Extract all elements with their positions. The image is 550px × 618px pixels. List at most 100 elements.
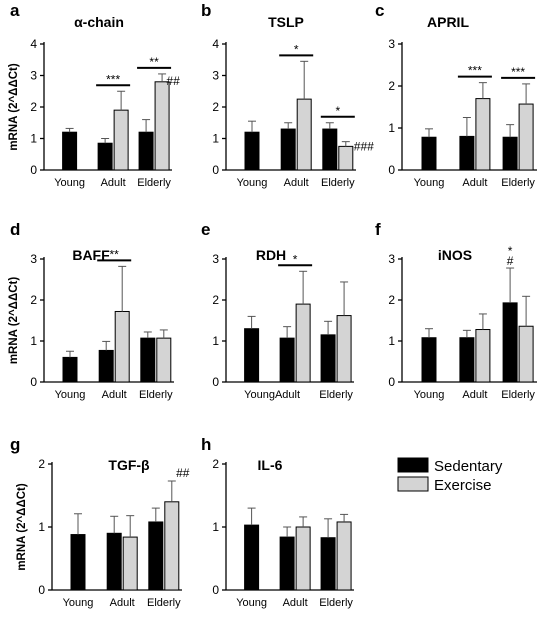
panel-letter: a: [10, 1, 20, 20]
panel-d: d BAFF mRNA (2^ΔΔCt) 0 1 2 3 Young Adult Elderly *…: [8, 220, 174, 401]
panel-c: c APRIL 0 1 2 3 Young Adult Elderly *** ***: [375, 1, 537, 189]
y-tick-label: 3: [30, 69, 37, 83]
legend-swatch-exercise: [397, 476, 429, 492]
y-tick-label: 0: [212, 163, 219, 177]
y-tick-label: 2: [30, 100, 37, 114]
significance-label: **: [110, 247, 120, 261]
bar-adult-exercise: [122, 536, 138, 591]
bar-young-sedentary: [62, 131, 78, 171]
x-category-label: Adult: [102, 389, 127, 401]
panel-letter: e: [201, 220, 210, 239]
marker-label: ##: [176, 466, 190, 480]
y-axis-label: mRNA (2^ΔΔCt): [8, 63, 20, 151]
panel-title: APRIL: [427, 14, 469, 30]
panel-title: IL-6: [258, 457, 283, 473]
bar-elderly-sedentary: [148, 521, 164, 591]
y-tick-label: 3: [30, 252, 37, 266]
significance-label: *: [294, 42, 299, 56]
marker-label: #: [507, 254, 514, 268]
y-tick-label: 2: [212, 100, 219, 114]
y-axis-label: mRNA (2^ΔΔCt): [8, 277, 20, 365]
y-tick-label: 4: [212, 37, 219, 51]
bar-young-sedentary: [70, 534, 86, 591]
panel-e: e RDH 0 1 2 3 YoungAdult Elderly *: [201, 220, 354, 401]
x-category-label: Adult: [101, 177, 126, 189]
y-tick-label: 2: [388, 79, 395, 93]
bar-adult-exercise: [296, 98, 312, 171]
bar-elderly-exercise: [518, 103, 534, 171]
panel-title: iNOS: [438, 247, 472, 263]
marker-label: *: [508, 244, 513, 258]
panel-letter: f: [375, 220, 381, 239]
panel-letter: c: [375, 1, 384, 20]
bar-adult-exercise: [113, 109, 129, 171]
panel-title: TSLP: [268, 14, 304, 30]
bar-young-sedentary: [421, 136, 437, 171]
bar-adult-sedentary: [279, 536, 295, 591]
x-category-label: YoungAdult: [244, 389, 300, 401]
x-category-label: Elderly: [501, 177, 535, 189]
y-tick-label: 3: [212, 69, 219, 83]
bar-elderly-exercise: [336, 315, 352, 383]
y-tick-label: 0: [212, 375, 219, 389]
x-category-label: Adult: [110, 597, 135, 609]
bar-elderly-sedentary: [502, 136, 518, 171]
legend-label-sedentary: Sedentary: [434, 458, 503, 475]
bar-adult-exercise: [475, 329, 491, 383]
y-tick-label: 0: [30, 375, 37, 389]
x-category-label: Elderly: [319, 597, 353, 609]
significance-label: *: [335, 104, 340, 118]
x-category-label: Elderly: [501, 389, 535, 401]
bar-young-sedentary: [244, 328, 260, 383]
bar-adult-sedentary: [98, 349, 114, 383]
x-category-label: Young: [55, 389, 86, 401]
y-tick-label: 4: [30, 37, 37, 51]
y-tick-label: 2: [212, 293, 219, 307]
panel-letter: h: [201, 435, 211, 454]
y-axis-label: mRNA (2^ΔΔCt): [16, 483, 28, 571]
panel-b: b TSLP 0 1 2 3 4 Young Adult Elderly * * ###: [201, 1, 374, 189]
bar-elderly-exercise: [336, 521, 352, 591]
panel-letter: g: [10, 435, 20, 454]
bar-adult-sedentary: [459, 337, 475, 383]
y-tick-label: 3: [212, 252, 219, 266]
bar-young-sedentary: [421, 337, 437, 383]
significance-label: ***: [511, 65, 525, 79]
x-category-label: Young: [237, 177, 268, 189]
y-tick-label: 0: [30, 163, 37, 177]
y-tick-label: 2: [212, 457, 219, 471]
bar-elderly-exercise: [156, 337, 172, 383]
bar-elderly-sedentary: [502, 302, 518, 383]
panel-title: BAFF: [72, 247, 110, 263]
panel-a: a α-chain mRNA (2^ΔΔCt) 0 1 2 3 4 Young Adult Elde…: [8, 1, 180, 189]
x-category-label: Elderly: [139, 389, 173, 401]
significance-label: *: [293, 252, 298, 266]
x-category-label: Adult: [462, 177, 487, 189]
bar-elderly-sedentary: [320, 537, 336, 591]
x-category-label: Adult: [462, 389, 487, 401]
bar-elderly-sedentary: [138, 131, 154, 171]
bar-elderly-exercise: [154, 81, 170, 171]
x-category-label: Elderly: [319, 389, 353, 401]
bar-elderly-sedentary: [322, 128, 338, 171]
marker-label: ##: [166, 74, 180, 88]
bar-adult-exercise: [475, 98, 491, 171]
panel-title: RDH: [256, 247, 286, 263]
y-tick-label: 1: [388, 334, 395, 348]
y-tick-label: 1: [212, 334, 219, 348]
bar-adult-exercise: [295, 303, 311, 383]
y-tick-label: 1: [212, 520, 219, 534]
y-tick-label: 0: [212, 583, 219, 597]
x-category-label: Young: [414, 389, 445, 401]
bar-elderly-sedentary: [320, 334, 336, 383]
x-category-label: Adult: [283, 597, 308, 609]
bar-adult-exercise: [295, 526, 311, 591]
y-tick-label: 2: [38, 457, 45, 471]
x-category-label: Elderly: [137, 177, 171, 189]
y-tick-label: 3: [388, 37, 395, 51]
y-tick-label: 0: [38, 583, 45, 597]
panel-g: g TGF-β mRNA (2^ΔΔCt) 0 1 2 Young Adult Elderly #…: [10, 435, 190, 609]
y-tick-label: 3: [388, 252, 395, 266]
significance-label: ***: [106, 72, 120, 86]
